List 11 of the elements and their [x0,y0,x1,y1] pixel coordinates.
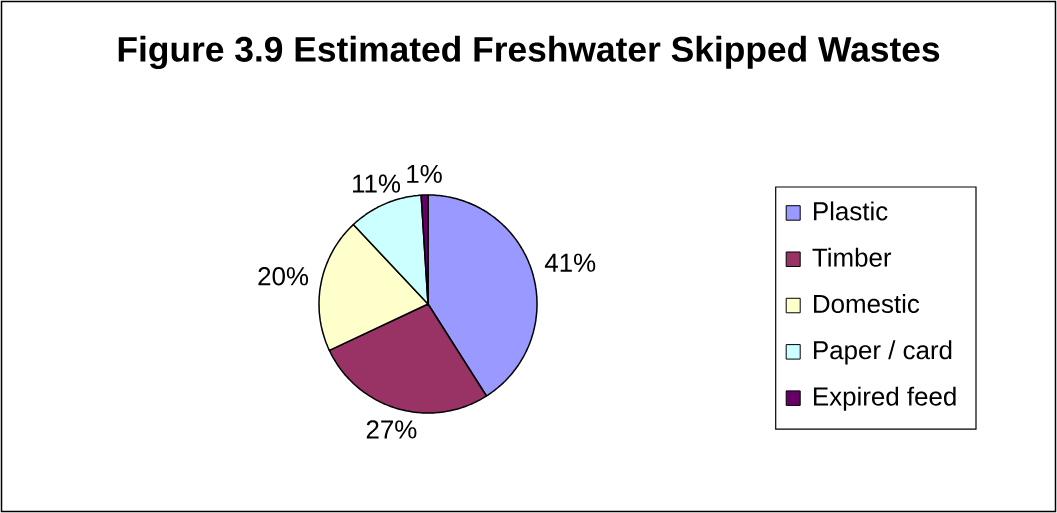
legend-label: Domestic [814,294,920,314]
legend-label: Plastic [814,201,888,221]
legend-label: Expired feed [814,386,956,411]
data-label: 41% [544,253,596,272]
data-label: 27% [366,420,417,439]
data-label: 1% [407,164,442,184]
data-label: 20% [258,267,309,286]
legend-label: Paper / card [814,340,952,365]
chart-title: Figure 3.9 Estimated Freshwater Skipped Wastes [118,35,940,69]
legend-label: Timber [812,247,892,267]
data-label: 11% [353,174,401,193]
